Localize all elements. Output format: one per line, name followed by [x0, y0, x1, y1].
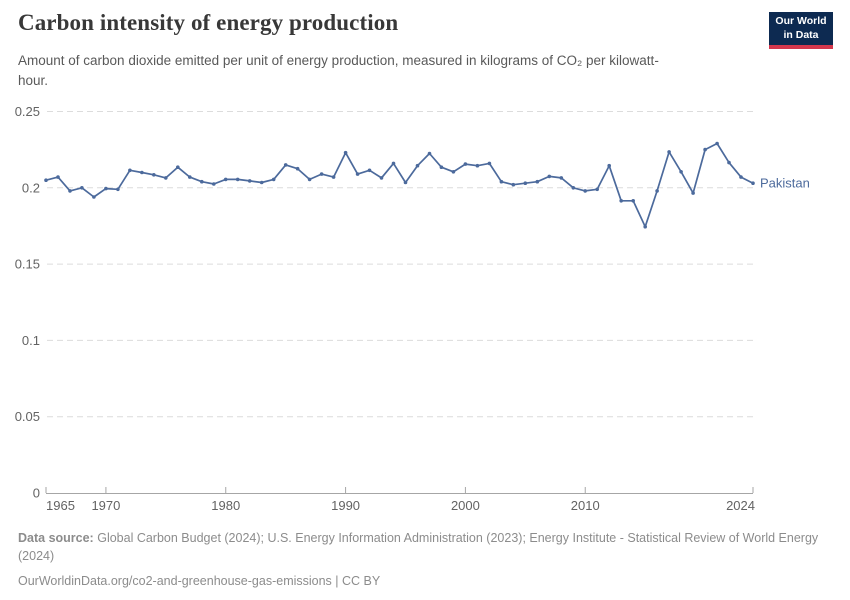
- y-tick-label: 0.25: [15, 104, 40, 119]
- x-tick-label: 2000: [451, 498, 480, 513]
- x-tick-label: 1990: [331, 498, 360, 513]
- data-point[interactable]: [367, 168, 372, 173]
- y-tick-label: 0: [33, 486, 40, 501]
- data-point[interactable]: [200, 179, 204, 184]
- data-point[interactable]: [188, 175, 192, 179]
- data-point[interactable]: [415, 163, 420, 168]
- data-point[interactable]: [499, 179, 504, 184]
- data-point[interactable]: [259, 180, 264, 185]
- data-point[interactable]: [283, 163, 288, 167]
- data-point[interactable]: [751, 181, 755, 185]
- data-point[interactable]: [176, 165, 180, 169]
- data-point[interactable]: [92, 195, 96, 199]
- data-point[interactable]: [271, 177, 276, 182]
- data-point[interactable]: [104, 186, 108, 191]
- page-title: Carbon intensity of energy production: [18, 10, 399, 35]
- data-point[interactable]: [535, 179, 540, 184]
- data-point[interactable]: [343, 150, 348, 155]
- data-point[interactable]: [116, 187, 120, 192]
- data-point[interactable]: [667, 150, 671, 154]
- x-tick-label: 2010: [571, 498, 600, 513]
- data-source-text: Global Carbon Budget (2024); U.S. Energy…: [18, 531, 819, 564]
- series-line-pakistan[interactable]: [45, 142, 754, 228]
- data-point[interactable]: [164, 176, 168, 180]
- data-point[interactable]: [68, 189, 72, 193]
- data-point[interactable]: [319, 172, 324, 176]
- y-tick-label: 0.05: [15, 409, 40, 424]
- data-point[interactable]: [44, 178, 48, 182]
- data-point[interactable]: [571, 186, 576, 190]
- data-point[interactable]: [727, 160, 731, 165]
- data-point[interactable]: [355, 172, 360, 176]
- data-point[interactable]: [475, 163, 480, 168]
- y-tick-label: 0.15: [15, 257, 40, 272]
- series-label-pakistan[interactable]: Pakistan: [760, 176, 810, 191]
- data-point[interactable]: [595, 187, 599, 192]
- data-point[interactable]: [379, 176, 384, 180]
- data-point[interactable]: [583, 189, 587, 193]
- data-point[interactable]: [463, 162, 468, 166]
- footer-url[interactable]: OurWorldinData.org/co2-and-greenhouse-ga…: [18, 574, 381, 589]
- data-point[interactable]: [655, 189, 659, 193]
- data-point[interactable]: [391, 161, 396, 166]
- owid-logo-line2: in Data: [783, 28, 819, 41]
- x-tick-label: 1980: [211, 498, 240, 513]
- y-tick-label: 0.1: [22, 333, 40, 348]
- data-point[interactable]: [235, 177, 240, 182]
- data-point[interactable]: [547, 174, 552, 179]
- y-tick-label: 0.2: [22, 180, 40, 195]
- data-point[interactable]: [631, 199, 635, 203]
- data-point[interactable]: [128, 168, 132, 173]
- data-point[interactable]: [307, 177, 312, 182]
- data-point[interactable]: [691, 191, 695, 195]
- data-point[interactable]: [511, 182, 516, 187]
- data-point[interactable]: [679, 170, 683, 174]
- data-point[interactable]: [403, 180, 408, 185]
- data-source-line: Data source: Global Carbon Budget (2024)…: [18, 529, 824, 565]
- chart-footer: Data source: Global Carbon Budget (2024)…: [18, 529, 824, 590]
- data-point[interactable]: [212, 182, 216, 186]
- data-point[interactable]: [295, 166, 300, 171]
- owid-logo: Our World in Data: [769, 12, 833, 49]
- data-point[interactable]: [643, 224, 647, 229]
- data-point[interactable]: [439, 165, 444, 169]
- data-point[interactable]: [80, 186, 84, 190]
- data-point[interactable]: [451, 170, 456, 174]
- data-point[interactable]: [56, 175, 60, 179]
- data-point[interactable]: [223, 177, 228, 182]
- data-point[interactable]: [559, 176, 564, 180]
- data-point[interactable]: [152, 173, 156, 177]
- data-point[interactable]: [140, 170, 144, 175]
- chart-subtitle: Amount of carbon dioxide emitted per uni…: [18, 53, 659, 88]
- data-point[interactable]: [427, 151, 432, 156]
- data-point[interactable]: [487, 161, 492, 166]
- x-tick-label: 1970: [91, 498, 120, 513]
- data-source-label: Data source:: [18, 531, 94, 545]
- data-point[interactable]: [247, 179, 252, 183]
- data-point[interactable]: [607, 163, 611, 168]
- x-tick-label: 1965: [46, 498, 75, 513]
- data-point[interactable]: [715, 141, 719, 146]
- data-point[interactable]: [739, 175, 743, 179]
- data-point[interactable]: [619, 199, 623, 203]
- owid-logo-line1: Our World: [775, 15, 827, 28]
- x-tick-label: 2024: [726, 498, 755, 513]
- data-point[interactable]: [703, 147, 707, 152]
- line-chart[interactable]: 0 0.05 0.1 0.15 0.2 0.25 1965 1970 1980 1990 2000 2…: [0, 0, 850, 525]
- data-point[interactable]: [331, 175, 336, 179]
- data-point[interactable]: [523, 181, 528, 185]
